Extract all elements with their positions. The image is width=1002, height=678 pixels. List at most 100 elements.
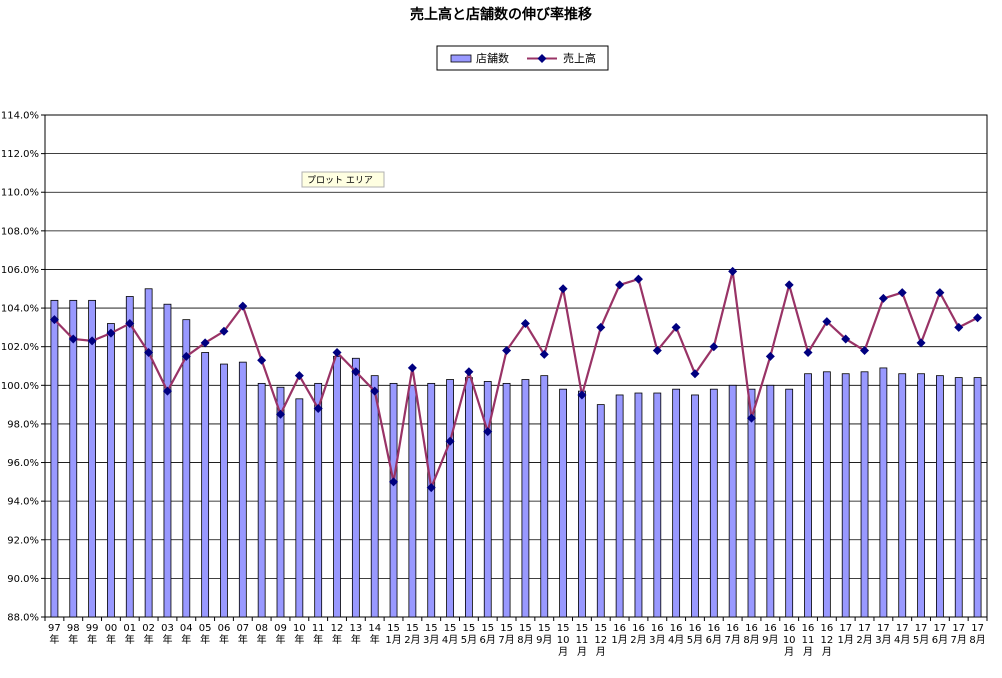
line-marker [916,338,926,348]
x-tick-label: 15 [576,623,589,634]
legend-bar-label: 店舗数 [476,51,509,65]
x-tick-label: 2月 [856,634,872,646]
line-marker [784,280,794,290]
x-tick-label: 16 [651,623,664,634]
line-marker [49,315,59,325]
sales-line [53,271,979,492]
x-tick-label: 05 [199,623,212,634]
x-tick-label: 7月 [724,634,740,646]
bar [88,299,96,618]
y-tick-label: 106.0% [1,265,39,276]
x-tick-label: 12 [331,623,344,634]
x-tick-label: 年 [370,633,380,646]
x-tick-label: 11 [312,623,325,634]
x-tick-label: 5月 [913,634,929,646]
line-marker [426,483,436,493]
line-marker [389,477,399,487]
x-tick-label: 06 [218,623,231,634]
x-tick-label: 4月 [668,634,684,646]
bar [954,377,963,618]
x-tick-label: 年 [49,633,59,646]
x-tick-label: 2月 [404,634,420,646]
x-tick-label: 01 [123,623,136,634]
bar [502,382,511,618]
bar [879,367,888,618]
line-marker [897,288,907,298]
x-tick-label: 年 [313,633,323,646]
x-tick-label: 4月 [894,634,910,646]
x-tick-label: 1月 [611,634,627,646]
x-tick-label: 6月 [932,634,948,646]
bar [747,388,756,618]
bar [615,394,624,618]
bar [276,386,285,618]
x-tick-label: 6月 [706,634,722,646]
bar [314,382,323,618]
x-tick-label: 15 [481,623,494,634]
x-tick-label: 15 [463,623,476,634]
x-tick-label: 17 [952,623,965,634]
x-tick-label: 年 [144,633,154,646]
bar [559,388,567,618]
plot-area-tooltip: プロット エリア [301,171,385,188]
line-marker [181,351,191,361]
bar [220,363,228,618]
bar [634,392,643,618]
line-marker [219,326,229,336]
x-tick-label: 15 [444,623,457,634]
x-tick-label: 12 [594,635,607,646]
x-tick-label: 16 [745,623,758,634]
x-tick-label: 16 [707,623,720,634]
bar [728,384,737,618]
line-marker [615,280,625,290]
line-marker [652,346,662,356]
x-tick-label: 02 [142,623,155,634]
line-marker [860,346,870,356]
y-tick-label: 98.0% [7,419,39,430]
y-tick-label: 110.0% [1,188,39,199]
bar [427,382,436,618]
x-tick-label: 16 [820,623,833,634]
line-marker [276,409,285,419]
x-tick-label: 月 [577,646,587,658]
x-tick-label: 17 [877,623,890,634]
line-marker [765,351,775,361]
legend-line-marker [537,54,547,63]
x-tick-label: 15 [406,623,419,634]
y-tick-label: 102.0% [1,342,39,353]
bar [125,296,134,618]
x-tick-label: 年 [181,633,191,646]
y-tick-label: 96.0% [7,458,39,469]
bar [333,355,341,618]
line-marker [370,386,380,396]
x-tick-label: 12 [820,635,833,646]
x-tick-label: 5月 [461,634,477,646]
y-tick-label: 90.0% [7,574,39,585]
bar [521,379,530,618]
x-tick-label: 2月 [630,634,646,646]
x-tick-label: 年 [351,633,361,646]
x-tick-label: 16 [670,623,683,634]
x-tick-label: 17 [858,623,871,634]
bar [804,373,812,618]
x-tick-label: 15 [425,623,438,634]
y-tick-label: 104.0% [1,304,39,315]
line-marker [351,367,361,377]
x-tick-label: 98 [67,623,80,634]
line-marker [464,367,474,377]
x-tick-label: 年 [257,633,267,646]
x-tick-label: 04 [180,623,193,634]
x-tick-label: 10 [557,635,570,646]
x-tick-label: 10 [293,623,306,634]
bar [973,377,982,618]
line-marker [935,288,945,298]
line-marker [558,284,568,294]
line-marker [294,371,304,381]
line-marker [106,328,116,338]
bar [596,404,605,618]
bar [370,375,379,618]
bar [898,373,907,618]
x-tick-label: 7月 [951,634,967,646]
x-tick-label: 15 [387,623,400,634]
